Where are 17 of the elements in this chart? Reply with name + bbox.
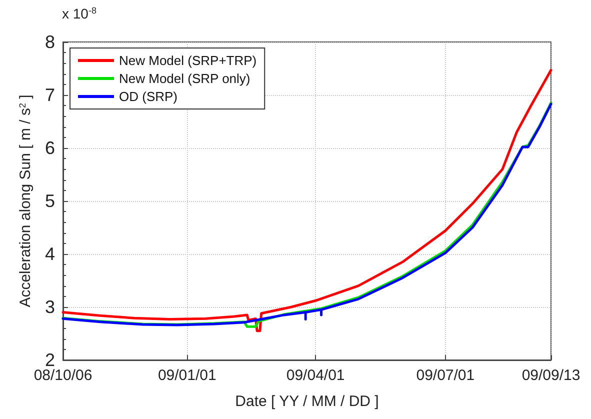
- y-tick-label: 4: [44, 244, 55, 264]
- legend-label: OD (SRP): [119, 89, 178, 104]
- legend-label: New Model (SRP+TRP): [119, 53, 257, 68]
- y-axis-title: Acceleration along Sun [ m / s2 ]: [17, 94, 34, 308]
- y-tick-label: 7: [44, 85, 55, 105]
- x-tick-label: 09/01/01: [158, 367, 216, 384]
- x-tick-label: 09/07/01: [416, 367, 475, 384]
- x-tick-label: 08/10/06: [34, 367, 92, 384]
- legend-label: New Model (SRP only): [119, 71, 250, 86]
- x-axis-title: Date [ YY / MM / DD ]: [235, 393, 379, 410]
- y-tick-label: 5: [44, 191, 55, 211]
- y-tick-label: 2: [44, 350, 55, 370]
- y-tick-label: 6: [44, 138, 55, 158]
- y-tick-label: 3: [44, 297, 55, 317]
- x-tick-label: 09/09/13: [522, 367, 580, 384]
- x-tick-label: 09/04/01: [286, 367, 345, 384]
- y-tick-label: 8: [44, 32, 55, 52]
